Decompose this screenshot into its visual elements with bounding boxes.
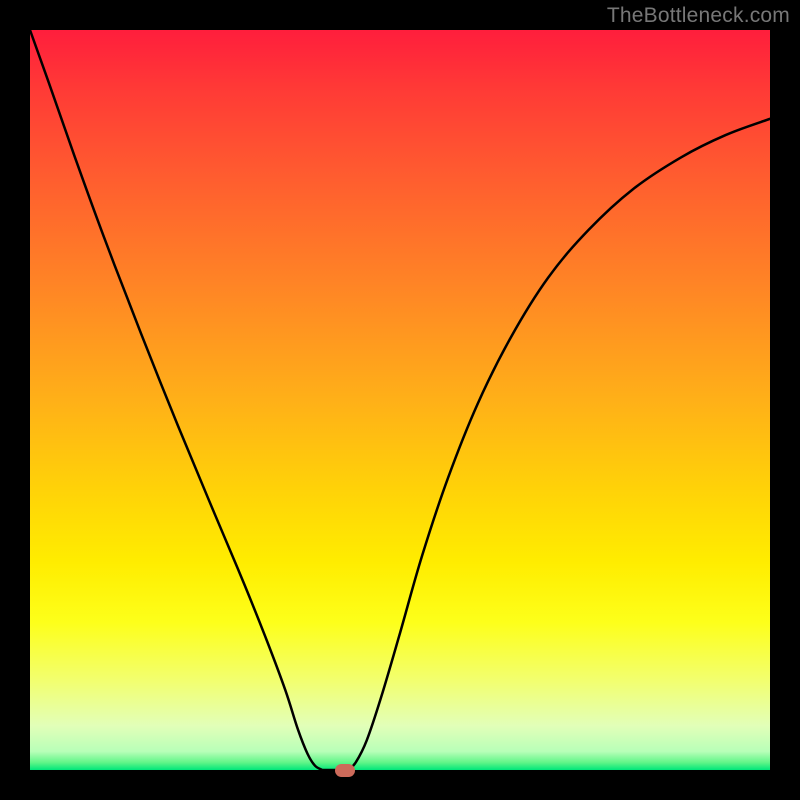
curve-path (30, 30, 770, 770)
watermark-text: TheBottleneck.com (607, 4, 790, 28)
bottleneck-curve (0, 0, 800, 800)
optimal-point-marker (335, 764, 355, 777)
chart-container: TheBottleneck.com (0, 0, 800, 800)
